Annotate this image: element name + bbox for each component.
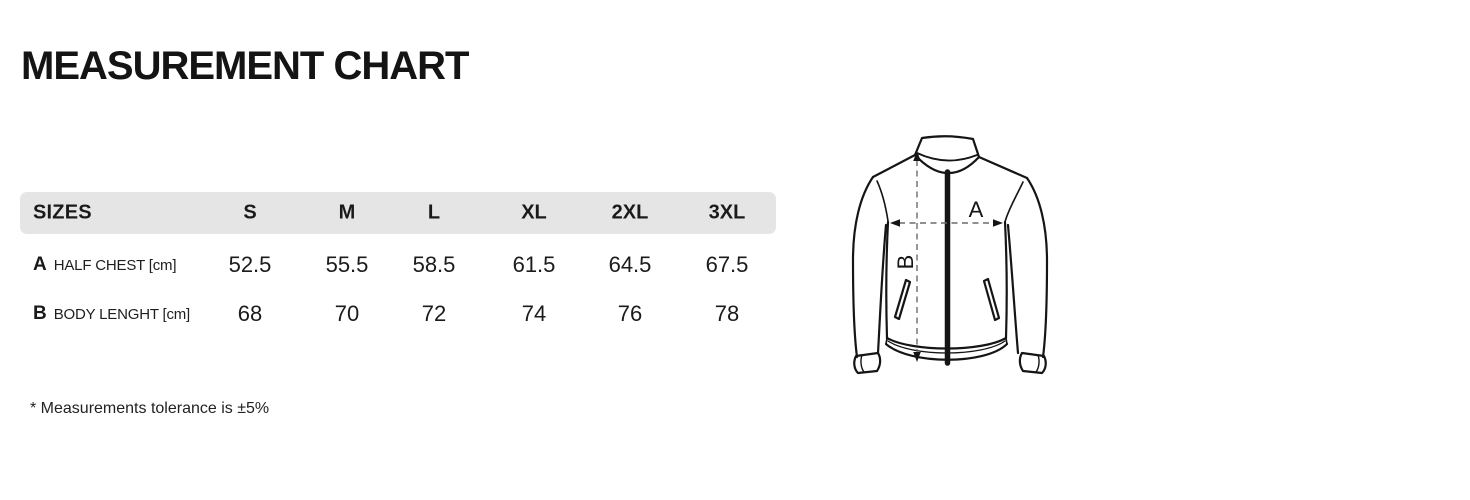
- row-measure-name: BODY LENGHT [cm]: [53, 306, 191, 323]
- arrowhead-b-top: [913, 151, 921, 161]
- page-title: MEASUREMENT CHART: [21, 44, 469, 88]
- row-key-a: A: [33, 254, 47, 275]
- measurement-value: 61.5: [512, 252, 556, 277]
- measurement-value: 64.5: [608, 252, 652, 277]
- size-header-s: S: [243, 201, 257, 224]
- size-table-header: SIZES S M L XL 2XL 3XL: [20, 192, 776, 234]
- size-header-2xl: 2XL: [611, 201, 649, 224]
- arrowhead-a-left: [890, 219, 900, 227]
- jacket-pocket-left: [893, 278, 912, 321]
- size-header-xl: XL: [521, 201, 547, 224]
- table-row-half-chest: A HALF CHEST [cm] 52.5 55.5 58.5 61.5 64…: [20, 244, 776, 286]
- diagram-label-b: B: [893, 255, 918, 270]
- measurement-value: 76: [617, 301, 643, 326]
- measurement-value: 78: [714, 301, 740, 326]
- jacket-pocket-right: [982, 277, 1001, 322]
- diagram-label-a: A: [969, 197, 984, 222]
- size-header-m: M: [338, 201, 356, 224]
- jacket-diagram: A B: [851, 135, 1049, 375]
- measurement-value: 70: [334, 301, 360, 326]
- measurement-value: 55.5: [325, 252, 369, 277]
- arrowhead-a-right: [993, 219, 1003, 227]
- jacket-collar: [913, 135, 981, 159]
- row-label-body-length: B BODY LENGHT [cm]: [33, 303, 190, 325]
- row-key-b: B: [33, 303, 47, 324]
- tolerance-footnote: * Measurements tolerance is ±5%: [30, 400, 270, 417]
- size-header-l: L: [427, 201, 441, 224]
- table-row-body-length: B BODY LENGHT [cm] 68 70 72 74 76 78: [20, 293, 776, 335]
- measurement-value: 68: [237, 301, 263, 326]
- arrowhead-b-bottom: [913, 352, 921, 362]
- sizes-header-label: SIZES: [33, 201, 92, 224]
- measurement-value: 67.5: [705, 252, 749, 277]
- row-label-half-chest: A HALF CHEST [cm]: [33, 254, 177, 276]
- jacket-outline: [851, 135, 1049, 375]
- size-header-3xl: 3XL: [708, 201, 746, 224]
- row-measure-name: HALF CHEST [cm]: [53, 257, 177, 274]
- measurement-value: 52.5: [228, 252, 272, 277]
- measurement-value: 58.5: [412, 252, 456, 277]
- measurement-value: 74: [521, 301, 547, 326]
- measurement-value: 72: [421, 301, 447, 326]
